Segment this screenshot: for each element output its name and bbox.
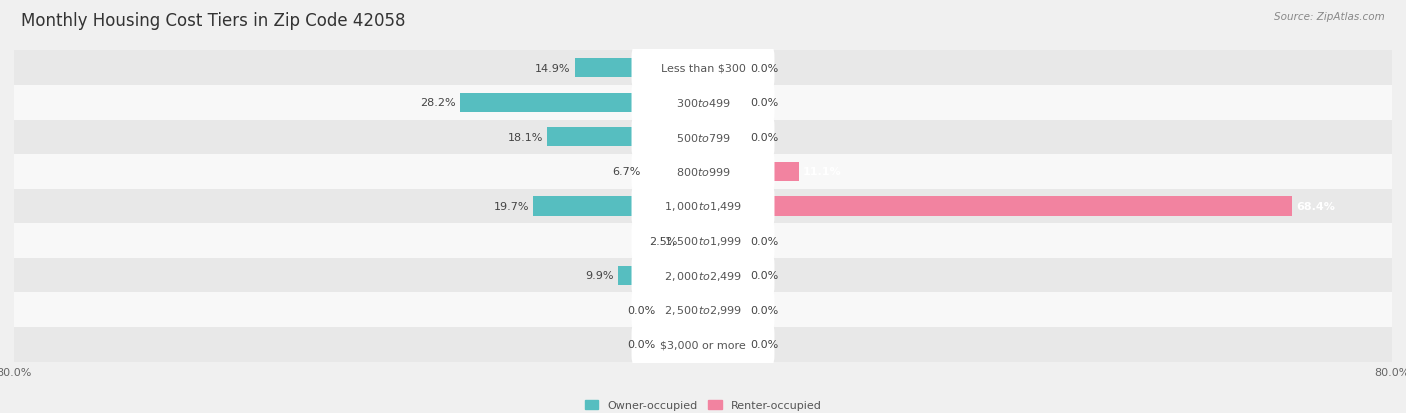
Bar xyxy=(14,86,1392,120)
Bar xyxy=(659,301,703,320)
Text: 11.1%: 11.1% xyxy=(803,167,842,177)
Text: $800 to $999: $800 to $999 xyxy=(675,166,731,178)
Bar xyxy=(547,128,703,147)
Bar xyxy=(703,266,747,285)
Bar xyxy=(14,120,1392,155)
Bar xyxy=(659,335,703,354)
Text: 0.0%: 0.0% xyxy=(751,305,779,315)
Bar xyxy=(703,197,1292,216)
Bar xyxy=(460,93,703,112)
Bar xyxy=(617,266,703,285)
Text: $2,500 to $2,999: $2,500 to $2,999 xyxy=(664,304,742,316)
Bar xyxy=(703,163,799,181)
FancyBboxPatch shape xyxy=(631,152,775,192)
Text: $300 to $499: $300 to $499 xyxy=(675,97,731,109)
Text: Less than $300: Less than $300 xyxy=(661,64,745,74)
Text: 28.2%: 28.2% xyxy=(420,98,456,108)
Text: 0.0%: 0.0% xyxy=(751,98,779,108)
Bar xyxy=(703,232,747,250)
Text: 14.9%: 14.9% xyxy=(534,64,571,74)
Text: 0.0%: 0.0% xyxy=(751,271,779,280)
Text: 68.4%: 68.4% xyxy=(1296,202,1336,211)
Text: $3,000 or more: $3,000 or more xyxy=(661,339,745,349)
Legend: Owner-occupied, Renter-occupied: Owner-occupied, Renter-occupied xyxy=(581,395,825,413)
Bar xyxy=(14,293,1392,327)
Text: 19.7%: 19.7% xyxy=(494,202,529,211)
Bar xyxy=(14,51,1392,86)
Bar xyxy=(14,189,1392,224)
Bar xyxy=(703,301,747,320)
Bar xyxy=(645,163,703,181)
Bar xyxy=(575,59,703,78)
Bar xyxy=(533,197,703,216)
Text: Source: ZipAtlas.com: Source: ZipAtlas.com xyxy=(1274,12,1385,22)
FancyBboxPatch shape xyxy=(631,221,775,261)
Text: 0.0%: 0.0% xyxy=(751,339,779,349)
Text: 2.5%: 2.5% xyxy=(648,236,678,246)
Bar xyxy=(14,155,1392,189)
Bar xyxy=(14,327,1392,362)
FancyBboxPatch shape xyxy=(631,255,775,296)
Bar xyxy=(14,258,1392,293)
Text: 0.0%: 0.0% xyxy=(751,133,779,142)
Text: $1,500 to $1,999: $1,500 to $1,999 xyxy=(664,235,742,247)
FancyBboxPatch shape xyxy=(631,324,775,365)
Text: 0.0%: 0.0% xyxy=(627,339,655,349)
Text: 0.0%: 0.0% xyxy=(627,305,655,315)
FancyBboxPatch shape xyxy=(631,83,775,123)
FancyBboxPatch shape xyxy=(631,186,775,227)
Text: 6.7%: 6.7% xyxy=(613,167,641,177)
Bar xyxy=(703,335,747,354)
FancyBboxPatch shape xyxy=(631,290,775,330)
Bar xyxy=(14,224,1392,258)
Bar xyxy=(703,128,747,147)
Bar xyxy=(703,59,747,78)
Text: $2,000 to $2,499: $2,000 to $2,499 xyxy=(664,269,742,282)
Text: $500 to $799: $500 to $799 xyxy=(675,131,731,143)
Text: 0.0%: 0.0% xyxy=(751,64,779,74)
FancyBboxPatch shape xyxy=(631,117,775,158)
Bar xyxy=(682,232,703,250)
Text: $1,000 to $1,499: $1,000 to $1,499 xyxy=(664,200,742,213)
Bar xyxy=(703,93,747,112)
Text: 9.9%: 9.9% xyxy=(585,271,613,280)
Text: 18.1%: 18.1% xyxy=(508,133,543,142)
Text: Monthly Housing Cost Tiers in Zip Code 42058: Monthly Housing Cost Tiers in Zip Code 4… xyxy=(21,12,405,30)
Text: 0.0%: 0.0% xyxy=(751,236,779,246)
FancyBboxPatch shape xyxy=(631,48,775,89)
